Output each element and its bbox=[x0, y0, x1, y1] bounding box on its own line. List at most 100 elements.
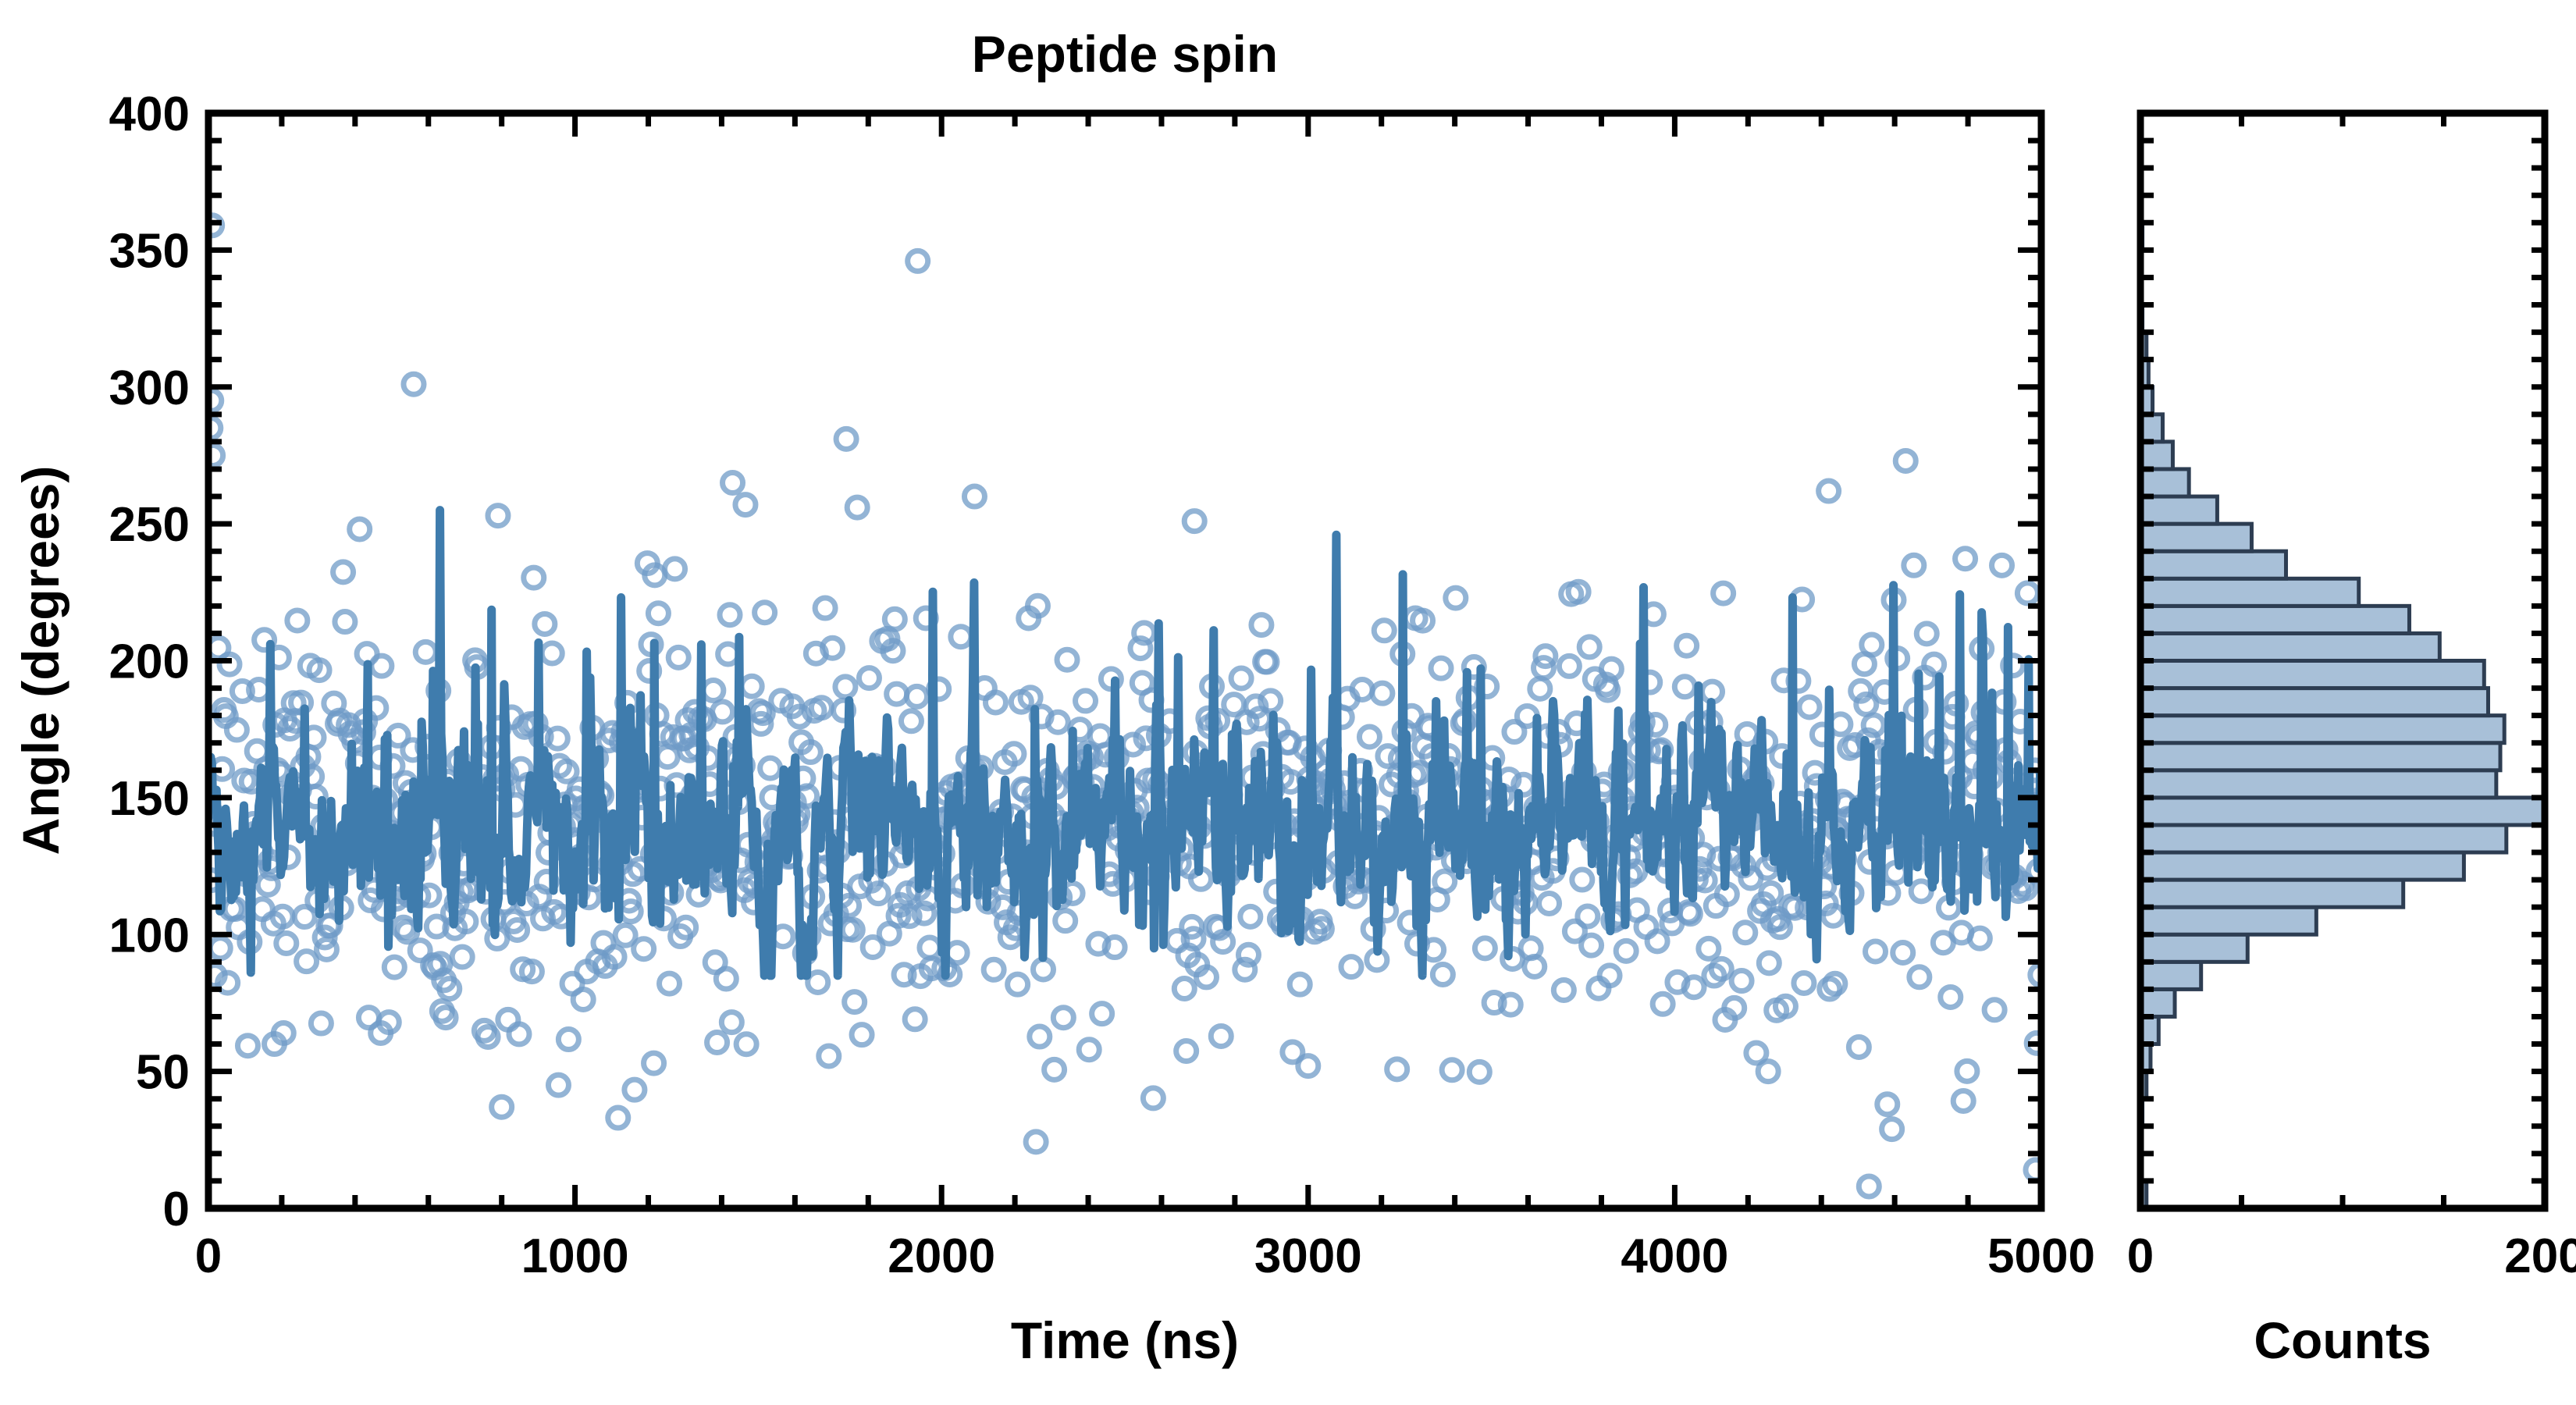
main-y-tick-labels: 0 50 100 150 200 250 300 350 400 bbox=[109, 87, 190, 1236]
scatter-point bbox=[891, 962, 917, 988]
scatter-point bbox=[1913, 621, 1940, 647]
scatter-point bbox=[1954, 1058, 1980, 1084]
scatter-point bbox=[427, 951, 454, 977]
scatter-point bbox=[1076, 1037, 1102, 1063]
scatter-point bbox=[1859, 631, 1885, 658]
scatter-point bbox=[710, 699, 736, 725]
scatter-point bbox=[1677, 901, 1703, 927]
histogram-bar bbox=[2140, 987, 2177, 1019]
histogram-bars-group bbox=[2140, 220, 2545, 1208]
scatter-point bbox=[1443, 585, 1469, 611]
scatter-point bbox=[332, 609, 358, 635]
scatter-point bbox=[1561, 918, 1588, 944]
scatter-point bbox=[1232, 956, 1258, 983]
scatter-point bbox=[251, 627, 278, 653]
scatter-point bbox=[621, 1076, 648, 1103]
scatter-point bbox=[311, 924, 338, 951]
scatter-point bbox=[1598, 656, 1624, 682]
scatter-point bbox=[859, 934, 886, 960]
main-axis-ticks bbox=[205, 110, 2044, 1211]
scatter-point bbox=[308, 1010, 334, 1037]
scatter-point bbox=[1024, 592, 1051, 619]
scatter-point bbox=[717, 602, 743, 628]
scatter-point bbox=[1531, 655, 1557, 681]
scatter-point bbox=[1243, 693, 1269, 720]
scatter-point bbox=[612, 922, 639, 948]
scatter-point bbox=[1073, 688, 1099, 714]
scatter-point-outlier bbox=[1874, 1091, 1901, 1118]
scatter-point-outlier bbox=[1892, 447, 1919, 474]
scatter-point-outlier bbox=[270, 1020, 297, 1047]
scatter-point bbox=[1565, 578, 1592, 605]
scatter-point bbox=[1466, 1058, 1493, 1085]
main-x-tick-labels: 0 1000 2000 3000 4000 5000 bbox=[195, 1229, 2095, 1283]
histogram-bar bbox=[2140, 932, 2250, 964]
scatter-point bbox=[631, 936, 657, 962]
scatter-point bbox=[1901, 552, 1927, 578]
scatter-point-outlier bbox=[489, 1094, 515, 1120]
scatter-point bbox=[902, 1006, 928, 1033]
main-x-axis-title: Time (ns) bbox=[1011, 1311, 1239, 1369]
scatter-point-outlier bbox=[732, 492, 759, 518]
scatter-point bbox=[1101, 934, 1128, 961]
scatter-point bbox=[816, 1043, 842, 1069]
hist-x-tick-labels: 0 200 bbox=[2127, 1229, 2576, 1283]
scatter-point bbox=[812, 595, 838, 621]
scatter-point bbox=[1569, 866, 1596, 893]
scatter-point bbox=[1286, 971, 1313, 998]
scatter-point bbox=[518, 959, 545, 985]
hist-x-tick-label: 200 bbox=[2504, 1229, 2576, 1283]
scatter-point-outlier bbox=[833, 425, 859, 452]
histogram-bar bbox=[2140, 850, 2466, 882]
scatter-point bbox=[1743, 1040, 1770, 1066]
scatter-point-outlier bbox=[485, 503, 511, 529]
scatter-point-outlier bbox=[545, 1072, 571, 1098]
line-trace-group bbox=[208, 506, 2041, 980]
scatter-point bbox=[294, 948, 320, 975]
scatter-point bbox=[1439, 1057, 1465, 1083]
scatter-point bbox=[1674, 632, 1700, 659]
scatter-point bbox=[645, 600, 671, 627]
scatter-point bbox=[1649, 991, 1676, 1017]
scatter-point bbox=[254, 871, 281, 898]
scatter-point bbox=[601, 944, 628, 970]
scatter-point bbox=[1180, 926, 1207, 952]
scatter-point bbox=[1848, 678, 1874, 704]
histogram-bar bbox=[2140, 659, 2486, 691]
scatter-point bbox=[841, 989, 868, 1016]
scatter-point bbox=[1695, 935, 1722, 962]
scatter-point bbox=[1085, 930, 1112, 957]
scatter-point bbox=[1171, 976, 1197, 1001]
scatter-point bbox=[1728, 968, 1755, 994]
scatter-point bbox=[234, 1033, 261, 1059]
scatter-point bbox=[306, 657, 333, 684]
scatter-point bbox=[1210, 929, 1236, 955]
scatter-point bbox=[718, 1009, 745, 1036]
main-x-tick-label: 2000 bbox=[888, 1229, 995, 1283]
main-panel: 0 1000 2000 3000 4000 5000 0 50 100 150 200 250 300… bbox=[109, 87, 2095, 1283]
scatter-point bbox=[317, 912, 343, 939]
scatter-point-outlier bbox=[208, 212, 226, 239]
main-x-tick-label: 5000 bbox=[1987, 1229, 2095, 1283]
scatter-point bbox=[885, 902, 912, 929]
scatter-point bbox=[1410, 607, 1436, 634]
scatter-point bbox=[1521, 953, 1548, 980]
main-x-tick-label: 1000 bbox=[521, 1229, 629, 1283]
main-y-tick-label: 150 bbox=[109, 772, 190, 826]
histogram-bar bbox=[2140, 713, 2507, 745]
histogram-bar bbox=[2140, 741, 2503, 773]
histogram-bar bbox=[2140, 576, 2361, 608]
scatter-point bbox=[1648, 737, 1674, 763]
histogram-bar bbox=[2140, 905, 2318, 937]
scatter-point bbox=[1384, 1056, 1411, 1083]
scatter-point-outlier bbox=[368, 1020, 394, 1047]
scatter-point bbox=[216, 651, 243, 678]
scatter-point bbox=[1279, 1039, 1306, 1065]
scatter-point bbox=[881, 606, 908, 632]
scatter-point bbox=[1853, 691, 1880, 717]
scatter-point bbox=[1596, 962, 1623, 989]
scatter-point bbox=[436, 976, 463, 1002]
scatter-point bbox=[797, 739, 824, 766]
scatter-point bbox=[1879, 1116, 1905, 1143]
scatter-point bbox=[1574, 903, 1601, 930]
